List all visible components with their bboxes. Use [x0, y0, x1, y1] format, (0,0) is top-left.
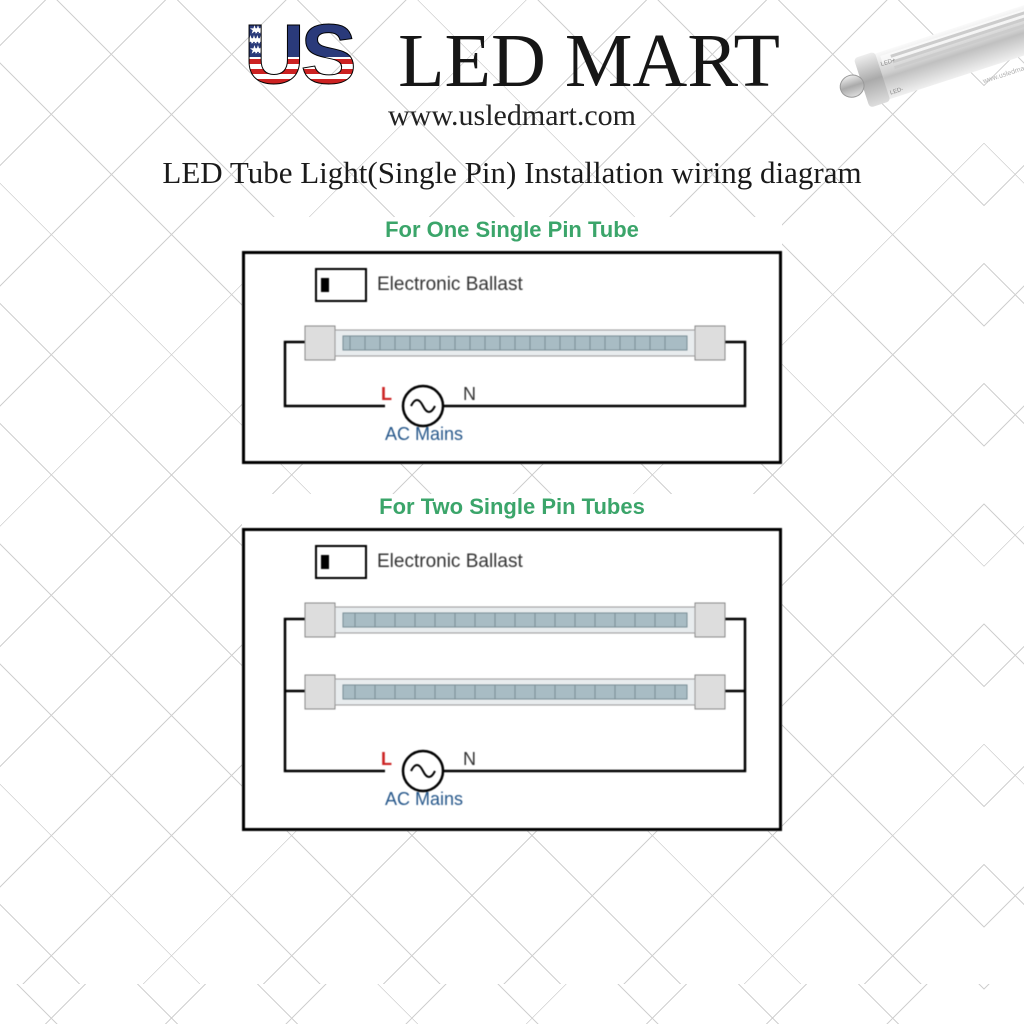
page-title: LED Tube Light(Single Pin) Installation …: [0, 155, 1024, 191]
diagram-two-tubes: For Two Single Pin Tubes Electronic Ball…: [242, 494, 782, 831]
svg-text:L: L: [381, 749, 392, 769]
brand-us: US ★ ★ ★ ★ ★ ★ ★ ★ ★ ★: [244, 19, 394, 104]
led-tube: [305, 326, 725, 360]
svg-text:L: L: [381, 384, 392, 404]
ballast-label: Electronic Ballast: [377, 274, 523, 296]
svg-text:AC Mains: AC Mains: [385, 789, 463, 809]
brand-name: LED MART: [398, 18, 780, 105]
wiring-svg-one: L N AC Mains: [265, 314, 765, 444]
svg-text:US: US: [244, 19, 354, 95]
diagram-title: For Two Single Pin Tubes: [242, 494, 782, 520]
wiring-svg-two: L N AC Mains: [265, 591, 765, 811]
ballast-label: Electronic Ballast: [377, 551, 523, 573]
svg-text:AC Mains: AC Mains: [385, 424, 463, 444]
diagram-one-tube: For One Single Pin Tube Electronic Balla…: [242, 217, 782, 464]
svg-text:N: N: [463, 384, 476, 404]
svg-text:N: N: [463, 749, 476, 769]
electronic-ballast-icon: [315, 545, 367, 579]
electronic-ballast-icon: [315, 268, 367, 302]
diagram-title: For One Single Pin Tube: [242, 217, 782, 243]
